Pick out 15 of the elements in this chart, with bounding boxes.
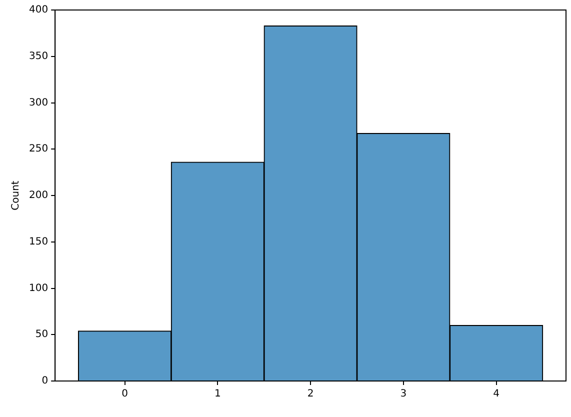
y-tick-label: 350 [28,50,48,62]
y-tick-label: 400 [28,4,48,16]
y-tick-label: 150 [28,236,48,248]
y-tick-label: 0 [42,376,48,387]
x-tick-label: 0 [122,388,128,400]
y-tick-label: 250 [28,144,48,155]
x-tick-label: 2 [307,388,314,400]
y-tick-label: 50 [35,329,48,340]
y-tick-label: 300 [28,97,48,108]
x-tick-label: 4 [493,388,500,400]
x-tick-label: 3 [400,388,407,400]
y-tick-label: 200 [28,190,48,202]
y-tick-label: 100 [28,282,48,294]
x-tick-label: 1 [214,388,221,400]
y-axis-title: Count [10,180,22,210]
